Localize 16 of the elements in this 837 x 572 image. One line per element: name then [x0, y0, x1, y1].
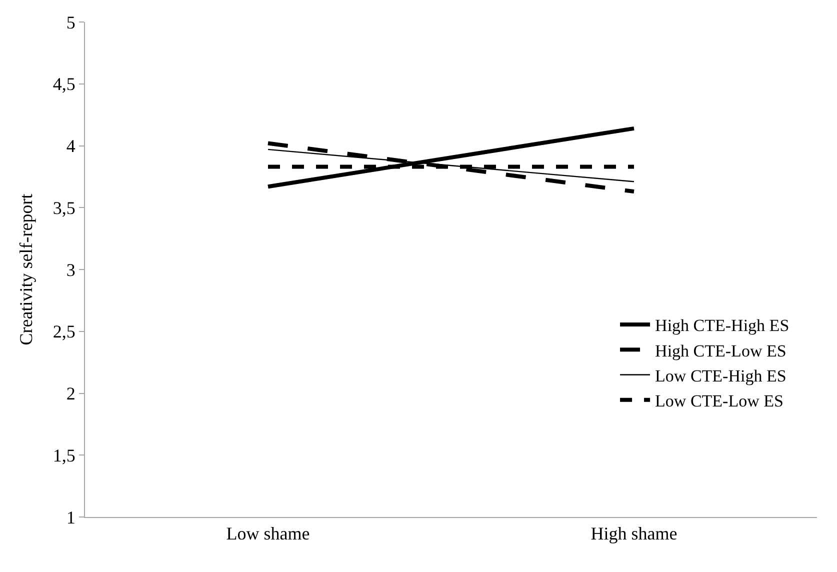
y-tick-label: 1,5 [52, 445, 76, 466]
legend-label: High CTE-High ES [655, 316, 790, 336]
x-tick-label: High shame [590, 524, 678, 544]
legend-label: Low CTE-Low ES [655, 391, 784, 410]
y-tick-label: 3,5 [52, 198, 76, 218]
y-tick-label: 2 [66, 384, 76, 404]
y-tick-label: 2,5 [52, 322, 76, 342]
y-tick-label: 4,5 [52, 74, 76, 94]
y-tick-label: 4 [66, 136, 76, 156]
y-tick-label: 5 [66, 12, 76, 32]
y-axis-title: Creativity self-report [16, 194, 36, 346]
legend-label: Low CTE-High ES [655, 366, 786, 386]
legend-label: High CTE-Low ES [655, 341, 786, 360]
y-tick-label: 1 [66, 507, 76, 528]
y-tick-label: 3 [66, 260, 76, 280]
x-tick-label: Low shame [226, 524, 310, 544]
